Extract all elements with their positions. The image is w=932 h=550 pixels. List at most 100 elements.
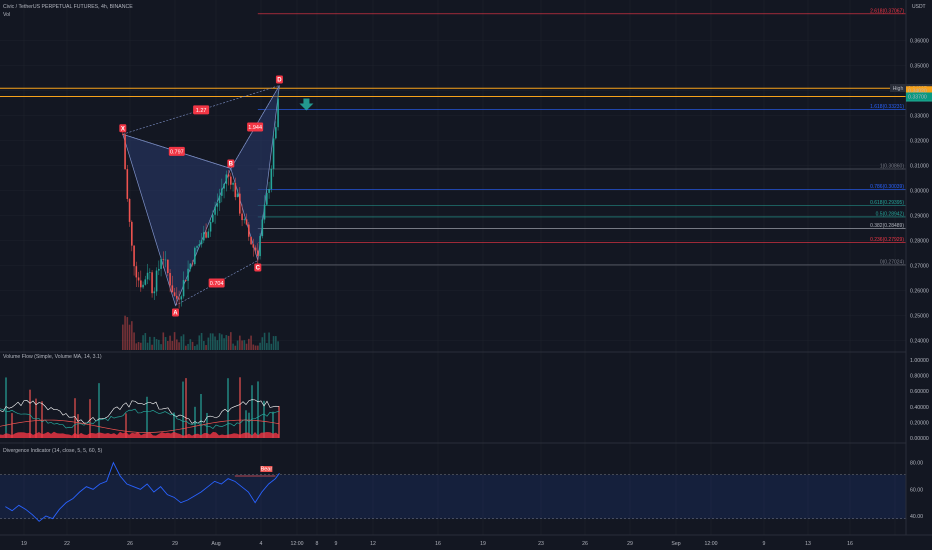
candle-body: [142, 284, 144, 288]
volume-bar: [277, 341, 279, 350]
volume-bar: [149, 336, 151, 350]
candle-body: [194, 247, 196, 265]
ratio-label: 0.704: [210, 281, 224, 287]
candle-body: [236, 193, 239, 198]
candle-body: [180, 296, 183, 300]
candle-body: [209, 221, 212, 232]
volume-bar: [135, 343, 138, 350]
candle-body: [254, 247, 257, 251]
volume-bar: [254, 345, 257, 350]
price-axis[interactable]: 0.360000.350000.340000.330000.320000.310…: [910, 39, 929, 345]
volume-bar: [140, 342, 142, 350]
candle-body: [169, 273, 171, 286]
ratio-badge: [247, 122, 264, 132]
volume-bars: [122, 315, 279, 350]
volume-bar: [187, 343, 189, 350]
candle-body: [221, 188, 223, 196]
volume-bar: [230, 332, 232, 350]
price-tick-label: 0.28000: [910, 239, 929, 245]
volume-bar: [245, 343, 248, 350]
volume-bar: [234, 345, 237, 350]
price-tick-label: 0.25000: [910, 314, 929, 320]
candle-body: [214, 206, 216, 215]
volume-bar: [207, 337, 210, 350]
fib-level-label: 1.618(0.33231): [870, 104, 904, 110]
time-tick-label: 12:00: [291, 541, 304, 547]
candle-body: [259, 236, 261, 257]
price-tick-label: 0.27000: [910, 264, 929, 270]
candle-body: [223, 183, 225, 189]
candle-body: [124, 134, 126, 170]
candle-body: [133, 245, 135, 267]
divergence-tick-label: 40.00: [910, 514, 923, 520]
time-tick-label: 26: [582, 541, 588, 547]
candle-body: [164, 259, 167, 261]
volume-bar: [167, 340, 169, 350]
ratio-badge: [193, 105, 210, 115]
point-label: C: [256, 266, 261, 272]
candle-body: [144, 279, 147, 285]
candle-body: [137, 277, 140, 281]
candle-body: [243, 219, 246, 221]
time-tick-label: 23: [538, 541, 544, 547]
volume-flow-title[interactable]: Volume Flow (Simple, Volume MA, 14, 3.1): [3, 354, 102, 360]
volume-bar: [151, 344, 153, 350]
candle-body: [225, 174, 228, 184]
candle-body: [122, 134, 124, 135]
volume-bar: [263, 332, 266, 350]
volume-bar: [158, 339, 160, 350]
candle-body: [275, 127, 277, 139]
ratio-label: 0.797: [170, 149, 184, 155]
volume-bar: [171, 340, 174, 350]
volume-bar: [164, 337, 167, 350]
volume-bar: [257, 345, 259, 350]
time-tick-label: 4: [260, 541, 263, 547]
candle-body: [212, 214, 214, 222]
volume-bar: [144, 333, 147, 350]
fib-level-label: 0.5(0.28942): [876, 211, 905, 217]
price-tag-bg: [906, 92, 932, 101]
time-tick-label: 29: [172, 541, 178, 547]
volume-bar: [236, 340, 239, 350]
divergence-title[interactable]: Divergence Indicator (14, close, 5, 5, 6…: [3, 448, 103, 454]
price-tag-caption-bg: [890, 84, 906, 92]
volume-flow-panel: 1.00000 0.80000 0.60000 0.40000 0.20000 0.000…: [0, 358, 929, 442]
volume-bar: [198, 335, 201, 350]
candle-body: [187, 268, 189, 281]
price-tick-label: 0.24000: [910, 339, 929, 345]
time-tick-label: 16: [847, 541, 853, 547]
candle-body: [178, 298, 180, 300]
point-badge: [171, 308, 179, 317]
candle-body: [140, 280, 142, 288]
symbol-title[interactable]: Civic / TetherUS PERPETUAL FUTURES, 4h, …: [3, 4, 133, 10]
candle-body: [153, 291, 156, 294]
time-tick-label: Sep: [671, 541, 680, 547]
volume-bar: [239, 335, 241, 350]
time-axis[interactable]: 19 22 26 29 Aug 4 12:00 8 9 12 16 19 23 26 29 Sep 12:00 9…: [21, 541, 853, 547]
price-tick-label: 0.31000: [910, 164, 929, 170]
volume-bar: [153, 336, 156, 350]
time-tick-label: 16: [435, 541, 441, 547]
volume-flow-line-red: [0, 419, 280, 433]
candle-body: [239, 193, 241, 214]
price-tick-label: 0.33000: [910, 114, 929, 120]
candle-body: [261, 219, 264, 237]
volume-flow-line-white: [0, 399, 280, 424]
volume-bar: [191, 341, 194, 350]
candle-body: [185, 280, 187, 281]
volume-flow-tick-label: 0.40000: [910, 405, 929, 411]
point-label: D: [277, 78, 282, 84]
candle-body: [151, 272, 153, 294]
volume-bar: [131, 321, 133, 350]
price-tag-caption: High: [893, 86, 904, 92]
divergence-panel: 80.00 60.00 40.00 Bear: [0, 461, 923, 522]
price-tag: 0.34020: [908, 88, 927, 94]
volume-bar: [272, 336, 275, 350]
volume-bar: [232, 343, 234, 350]
candle-body: [135, 266, 138, 278]
volume-flow-tick-label: 0.60000: [910, 389, 929, 395]
volume-legend[interactable]: Vol: [3, 12, 11, 18]
volume-bar: [212, 333, 214, 350]
